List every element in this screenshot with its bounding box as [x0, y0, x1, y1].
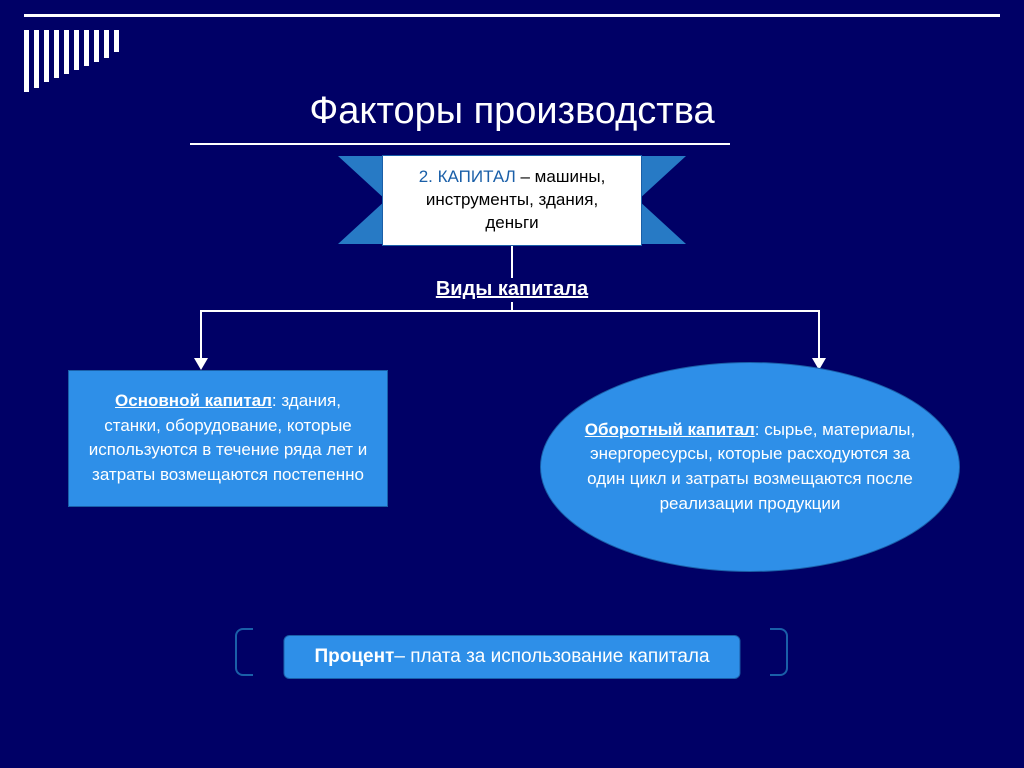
ribbon-tail-right	[638, 156, 686, 244]
connector-line	[200, 310, 820, 312]
percent-heading: Процент	[314, 646, 394, 668]
ribbon-text-2: инструменты, здания,	[426, 190, 598, 209]
ribbon-center-box: 2. КАПИТАЛ – машины, инструменты, здания…	[382, 155, 642, 246]
arrow-down-icon	[194, 358, 208, 370]
title-underline	[190, 143, 730, 145]
working-capital-heading: Оборотный капитал	[585, 420, 755, 439]
decorative-bars	[24, 30, 119, 92]
top-border-line	[24, 14, 1000, 17]
connector-line	[818, 310, 820, 362]
ribbon-text-1: – машины,	[516, 167, 606, 186]
connector-line	[511, 243, 513, 278]
subtitle: Виды капитала	[0, 278, 1024, 301]
bracket-decoration	[770, 628, 788, 676]
bracket-decoration	[235, 628, 253, 676]
percent-box: Процент – плата за использование капитал…	[283, 635, 740, 679]
working-capital-ellipse: Оборотный капитал: сырье, материалы, эне…	[540, 362, 960, 572]
percent-body: – плата за использование капитала	[394, 646, 709, 668]
main-capital-heading: Основной капитал	[115, 391, 272, 410]
ribbon-banner: 2. КАПИТАЛ – машины, инструменты, здания…	[338, 155, 686, 246]
ribbon-heading: 2. КАПИТАЛ	[419, 167, 516, 186]
ribbon-text-3: деньги	[485, 213, 538, 232]
ribbon-tail-left	[338, 156, 386, 244]
connector-line	[200, 310, 202, 362]
slide-title: Факторы производства	[0, 90, 1024, 133]
main-capital-box: Основной капитал: здания, станки, оборуд…	[68, 370, 388, 507]
